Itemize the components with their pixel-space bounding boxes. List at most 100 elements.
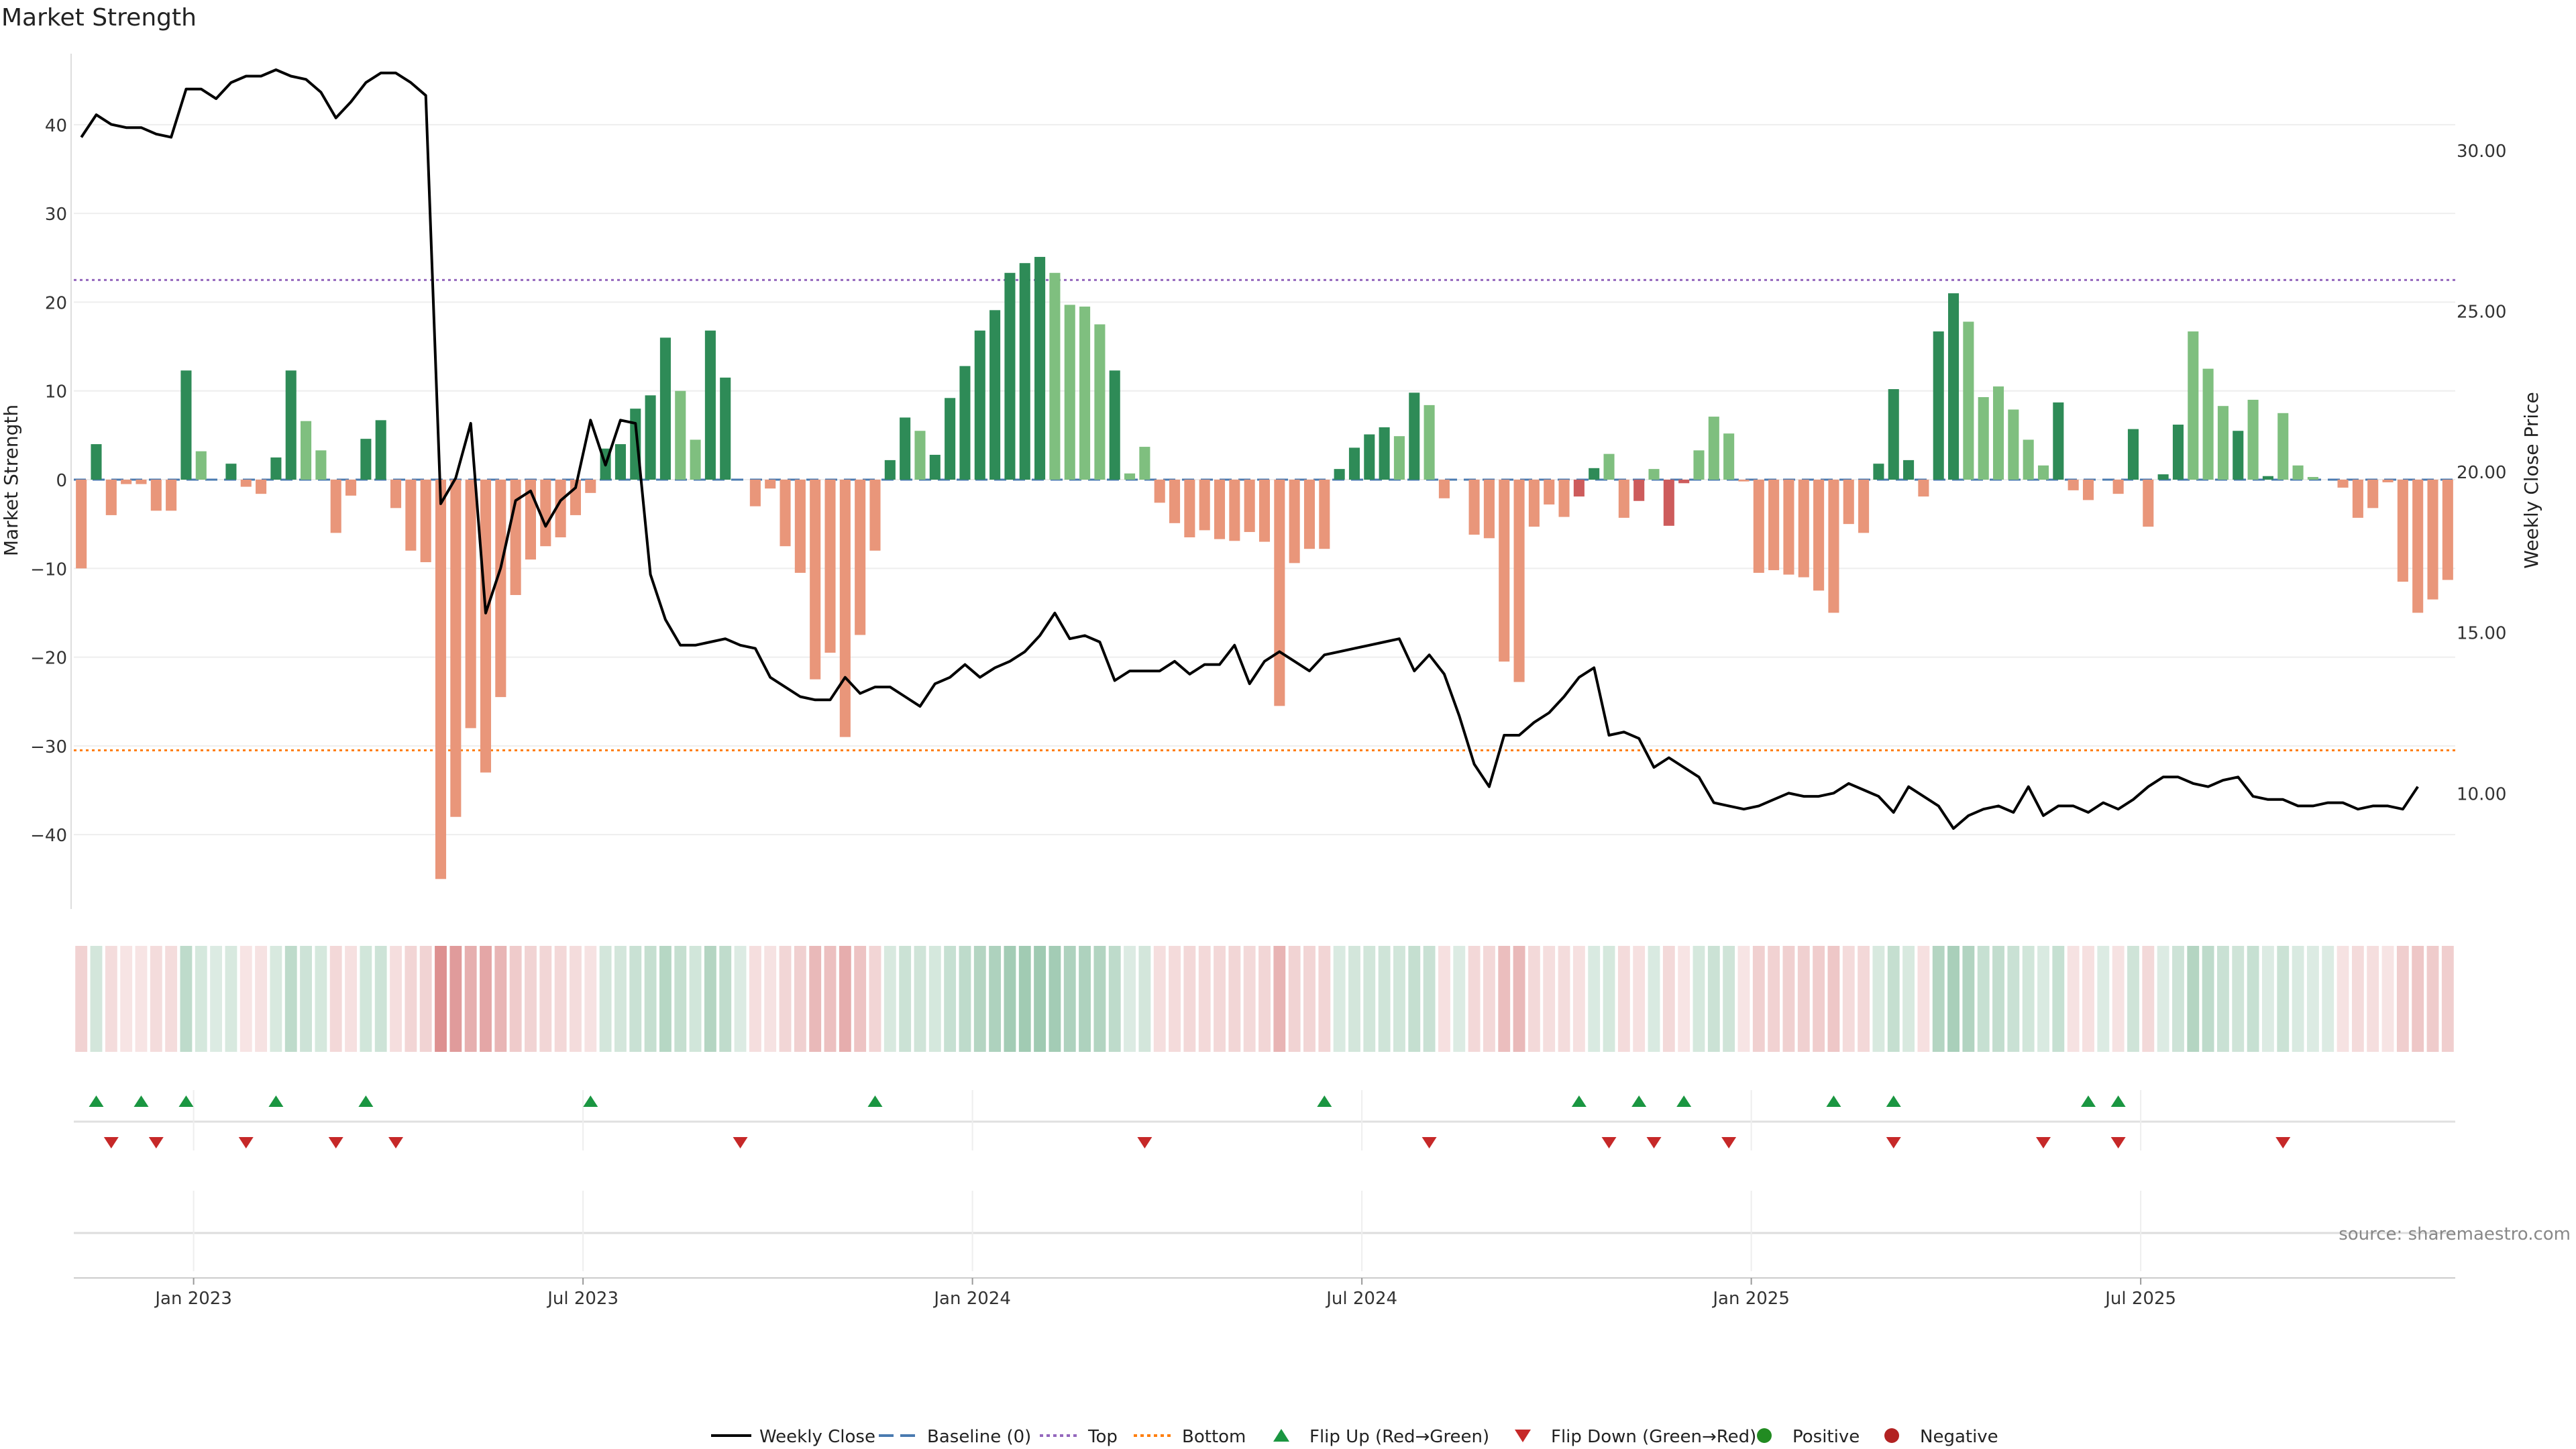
flip-down-marker	[148, 1137, 164, 1148]
strength-bar	[1723, 433, 1735, 480]
heat-cell	[1273, 946, 1286, 1052]
heat-cell	[1723, 946, 1735, 1052]
legend-item: Bottom	[1134, 1427, 1246, 1447]
heat-cell	[2187, 946, 2200, 1052]
flip-up-marker	[1826, 1095, 1841, 1107]
heat-cell	[2127, 946, 2139, 1052]
heat-cell	[2396, 946, 2409, 1052]
strength-bar	[1663, 480, 1674, 526]
heat-cell	[570, 946, 582, 1052]
strength-bar	[1258, 480, 1271, 542]
strength-bar	[256, 480, 267, 494]
strength-bar	[1992, 386, 2004, 480]
strength-bar	[810, 480, 821, 680]
strength-bar	[675, 390, 686, 480]
flip-down-marker	[1886, 1137, 1901, 1148]
heat-cell	[794, 946, 806, 1052]
heat-cell	[255, 946, 268, 1052]
heat-cell	[105, 946, 117, 1052]
y-tick-label: −40	[30, 826, 67, 846]
x-tick-label: Jul 2025	[2104, 1289, 2176, 1309]
legend-circle-icon	[1757, 1428, 1772, 1443]
strength-bar	[1513, 480, 1525, 682]
strength-bar	[1409, 392, 1420, 480]
heat-cell	[719, 946, 732, 1052]
heat-cell	[225, 946, 237, 1052]
heat-cell	[1214, 946, 1226, 1052]
strength-bar	[240, 480, 252, 487]
heat-cell	[2112, 946, 2125, 1052]
heat-cell	[135, 946, 148, 1052]
strength-bar	[1813, 480, 1825, 591]
strength-bar	[1019, 263, 1030, 480]
heat-cell	[1228, 946, 1241, 1052]
strength-bar	[91, 444, 102, 480]
heat-cell	[659, 946, 672, 1052]
heat-cell	[509, 946, 522, 1052]
heat-cell	[674, 946, 687, 1052]
x-tick-label: Jul 2023	[546, 1289, 619, 1309]
heat-cell	[1408, 946, 1421, 1052]
heat-cell	[584, 946, 597, 1052]
heat-cell	[1588, 946, 1601, 1052]
flip-up-marker	[1676, 1095, 1692, 1107]
heat-cell	[2217, 946, 2229, 1052]
y-tick-label: −20	[30, 649, 67, 669]
strength-bar	[285, 370, 297, 480]
heat-cell	[405, 946, 417, 1052]
flip-down-marker	[103, 1137, 119, 1148]
strength-bar	[1888, 389, 1899, 480]
heat-cell	[315, 946, 327, 1052]
strength-bar	[780, 480, 791, 547]
y-axis-label: Market Strength	[0, 405, 22, 556]
heat-cell	[1498, 946, 1511, 1052]
heat-cell	[704, 946, 716, 1052]
strength-heat-strip	[75, 946, 2454, 1052]
flip-down-marker	[1646, 1137, 1662, 1148]
strength-bar	[1364, 434, 1375, 480]
heat-cell	[1842, 946, 1855, 1052]
flip-up-marker	[2080, 1095, 2096, 1107]
strength-bar	[1289, 480, 1300, 564]
strength-bar	[390, 480, 402, 508]
heat-cell	[2351, 946, 2364, 1052]
strength-bar	[1873, 464, 1884, 480]
strength-bar	[839, 480, 851, 737]
y-tick-label: −30	[30, 737, 67, 757]
heat-cell	[1124, 946, 1136, 1052]
heat-cell	[2067, 946, 2080, 1052]
heat-cell	[2232, 946, 2245, 1052]
heat-cell	[494, 946, 507, 1052]
x-tick-label: Jan 2025	[1711, 1289, 1790, 1309]
strength-bar	[1603, 453, 1615, 480]
heat-cell	[1063, 946, 1076, 1052]
strength-bar	[2367, 480, 2379, 508]
heat-cell	[2292, 946, 2304, 1052]
y-tick-label: 0	[56, 471, 67, 491]
heat-cell	[1108, 946, 1121, 1052]
heat-cell	[345, 946, 357, 1052]
strength-bar	[900, 417, 911, 480]
heat-cell	[1887, 946, 1900, 1052]
heat-cell	[120, 946, 133, 1052]
flip-down-marker	[2110, 1137, 2126, 1148]
heat-cell	[1992, 946, 2004, 1052]
strength-bar	[2188, 331, 2199, 480]
strength-bar	[1783, 480, 1794, 575]
strength-bar	[450, 480, 462, 817]
strength-bar	[2427, 480, 2438, 600]
heat-cell	[1827, 946, 1840, 1052]
strength-bar	[315, 450, 327, 480]
legend-label: Bottom	[1182, 1427, 1246, 1447]
heat-cell	[165, 946, 178, 1052]
heat-cell	[390, 946, 402, 1052]
heat-cell	[644, 946, 657, 1052]
x-tick-label: Jan 2024	[932, 1289, 1011, 1309]
strength-bar	[1798, 480, 1809, 578]
strength-bar	[765, 480, 776, 489]
heat-cell	[809, 946, 822, 1052]
heat-cell	[1378, 946, 1391, 1052]
strength-bar	[1963, 321, 1974, 480]
strength-bar	[2412, 480, 2424, 613]
strength-bar	[2307, 477, 2318, 480]
